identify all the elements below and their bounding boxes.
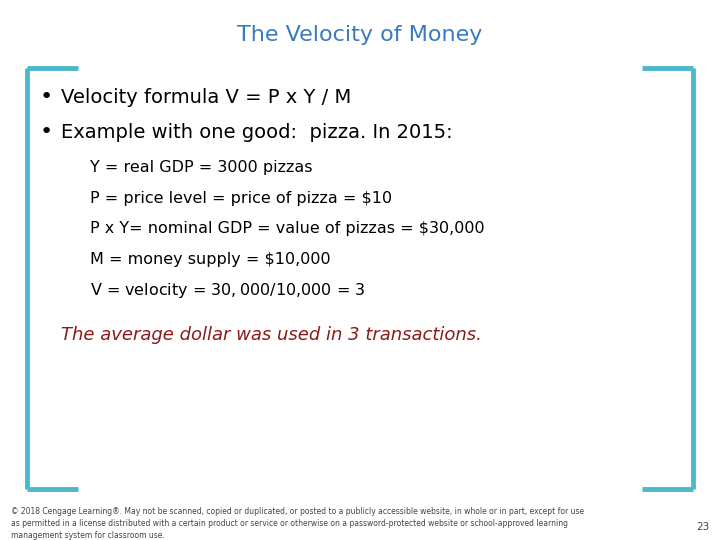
Text: Example with one good:  pizza. In 2015:: Example with one good: pizza. In 2015: <box>61 123 453 142</box>
Text: The average dollar was used in 3 transactions.: The average dollar was used in 3 transac… <box>61 326 482 344</box>
Text: © 2018 Cengage Learning®. May not be scanned, copied or duplicated, or posted to: © 2018 Cengage Learning®. May not be sca… <box>11 508 584 540</box>
Text: •: • <box>40 122 53 143</box>
Text: P x Y= nominal GDP = value of pizzas = $30,000: P x Y= nominal GDP = value of pizzas = $… <box>90 221 485 237</box>
Text: •: • <box>40 87 53 107</box>
Text: 23: 23 <box>696 522 709 531</box>
Text: M = money supply = $10,000: M = money supply = $10,000 <box>90 252 330 267</box>
Text: V = velocity = $30,000/$10,000 = 3: V = velocity = $30,000/$10,000 = 3 <box>90 281 366 300</box>
Text: P = price level = price of pizza = $10: P = price level = price of pizza = $10 <box>90 191 392 206</box>
Text: Velocity formula V = P x Y / M: Velocity formula V = P x Y / M <box>61 87 351 107</box>
Text: The Velocity of Money: The Velocity of Money <box>238 25 482 45</box>
Text: Y = real GDP = 3000 pizzas: Y = real GDP = 3000 pizzas <box>90 160 312 175</box>
